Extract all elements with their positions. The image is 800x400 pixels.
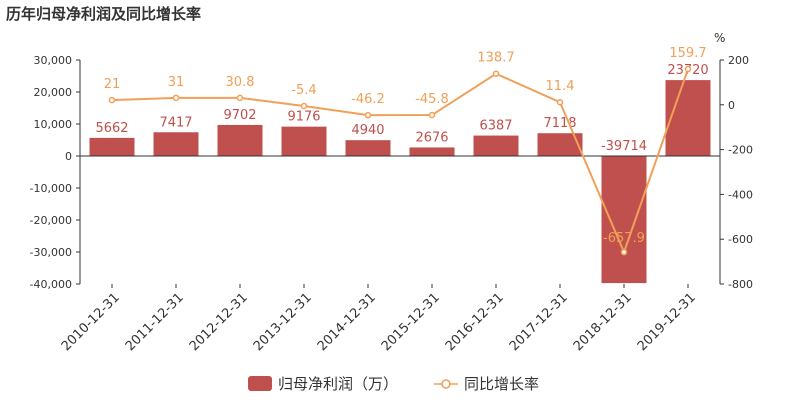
x-tick-label: 2012-12-31 <box>187 290 251 354</box>
bar <box>345 140 391 156</box>
bar-label: 9176 <box>287 110 320 125</box>
legend-line-label: 同比增长率 <box>464 375 539 393</box>
growth-label: 159.7 <box>669 46 706 61</box>
bar <box>601 156 647 284</box>
legend-line-marker <box>441 379 451 389</box>
y-tick-right-label: 0 <box>728 99 735 112</box>
x-tick-label: 2018-12-31 <box>571 290 635 354</box>
growth-label: 31 <box>168 75 185 90</box>
x-tick-label: 2019-12-31 <box>635 290 699 354</box>
y-tick-right-label: -600 <box>728 233 753 246</box>
growth-point <box>236 94 244 102</box>
growth-line <box>111 68 689 255</box>
x-tick-label: 2015-12-31 <box>379 290 443 354</box>
growth-label: 21 <box>104 77 121 92</box>
growth-label: 11.4 <box>546 79 575 94</box>
legend-bar-label: 归母净利润（万） <box>278 375 398 393</box>
bar <box>409 147 455 156</box>
growth-point <box>108 96 116 104</box>
growth-label: -45.8 <box>415 92 449 107</box>
y-tick-left-label: -40,000 <box>30 278 72 291</box>
bar-label: 7417 <box>159 115 192 130</box>
legend-bar-swatch <box>248 376 272 391</box>
growth-label: -46.2 <box>351 92 385 107</box>
y-tick-left-label: -10,000 <box>30 182 72 195</box>
x-tick-label: 2013-12-31 <box>251 290 315 354</box>
y-right-unit: % <box>714 31 725 45</box>
bar <box>153 132 199 156</box>
bar-label: 6387 <box>479 119 512 134</box>
growth-point <box>300 102 308 110</box>
y-tick-left-label: 10,000 <box>34 118 73 131</box>
y-tick-left-label: 30,000 <box>34 54 73 67</box>
bar <box>89 137 135 156</box>
bar <box>217 124 263 156</box>
growth-point <box>428 111 436 119</box>
growth-label: 30.8 <box>226 75 255 90</box>
bar-label: 9702 <box>223 108 256 123</box>
growth-point <box>620 248 628 256</box>
bar <box>281 126 327 156</box>
growth-label: 138.7 <box>477 51 514 66</box>
growth-point <box>556 98 564 106</box>
x-tick-label: 2017-12-31 <box>507 290 571 354</box>
y-tick-right-label: -800 <box>728 278 753 291</box>
y-tick-right-label: -200 <box>728 144 753 157</box>
growth-label: -5.4 <box>291 83 316 98</box>
y-tick-left-label: -20,000 <box>30 214 72 227</box>
bar <box>473 135 519 156</box>
growth-point <box>172 94 180 102</box>
chart-title: 历年归母净利润及同比增长率 <box>6 5 202 23</box>
bar <box>665 80 711 156</box>
bar-label: 5662 <box>95 121 128 136</box>
growth-point <box>364 111 372 119</box>
bar-label: -39714 <box>601 139 647 154</box>
bar <box>537 133 583 156</box>
growth-point <box>492 70 500 77</box>
x-tick-label: 2014-12-31 <box>315 290 379 354</box>
x-tick-label: 2016-12-31 <box>443 290 507 354</box>
y-tick-left-label: -30,000 <box>30 246 72 259</box>
y-tick-right-label: -400 <box>728 188 753 201</box>
y-tick-left-label: 20,000 <box>34 86 73 99</box>
y-tick-right-label: 200 <box>728 54 749 67</box>
y-tick-left-label: 0 <box>65 150 72 163</box>
growth-point <box>684 65 692 73</box>
bar-label: 2676 <box>415 130 448 145</box>
growth-label: -657.9 <box>603 231 645 246</box>
bar-label: 4940 <box>351 123 384 138</box>
x-tick-label: 2011-12-31 <box>123 290 187 354</box>
x-tick-label: 2010-12-31 <box>59 290 123 354</box>
